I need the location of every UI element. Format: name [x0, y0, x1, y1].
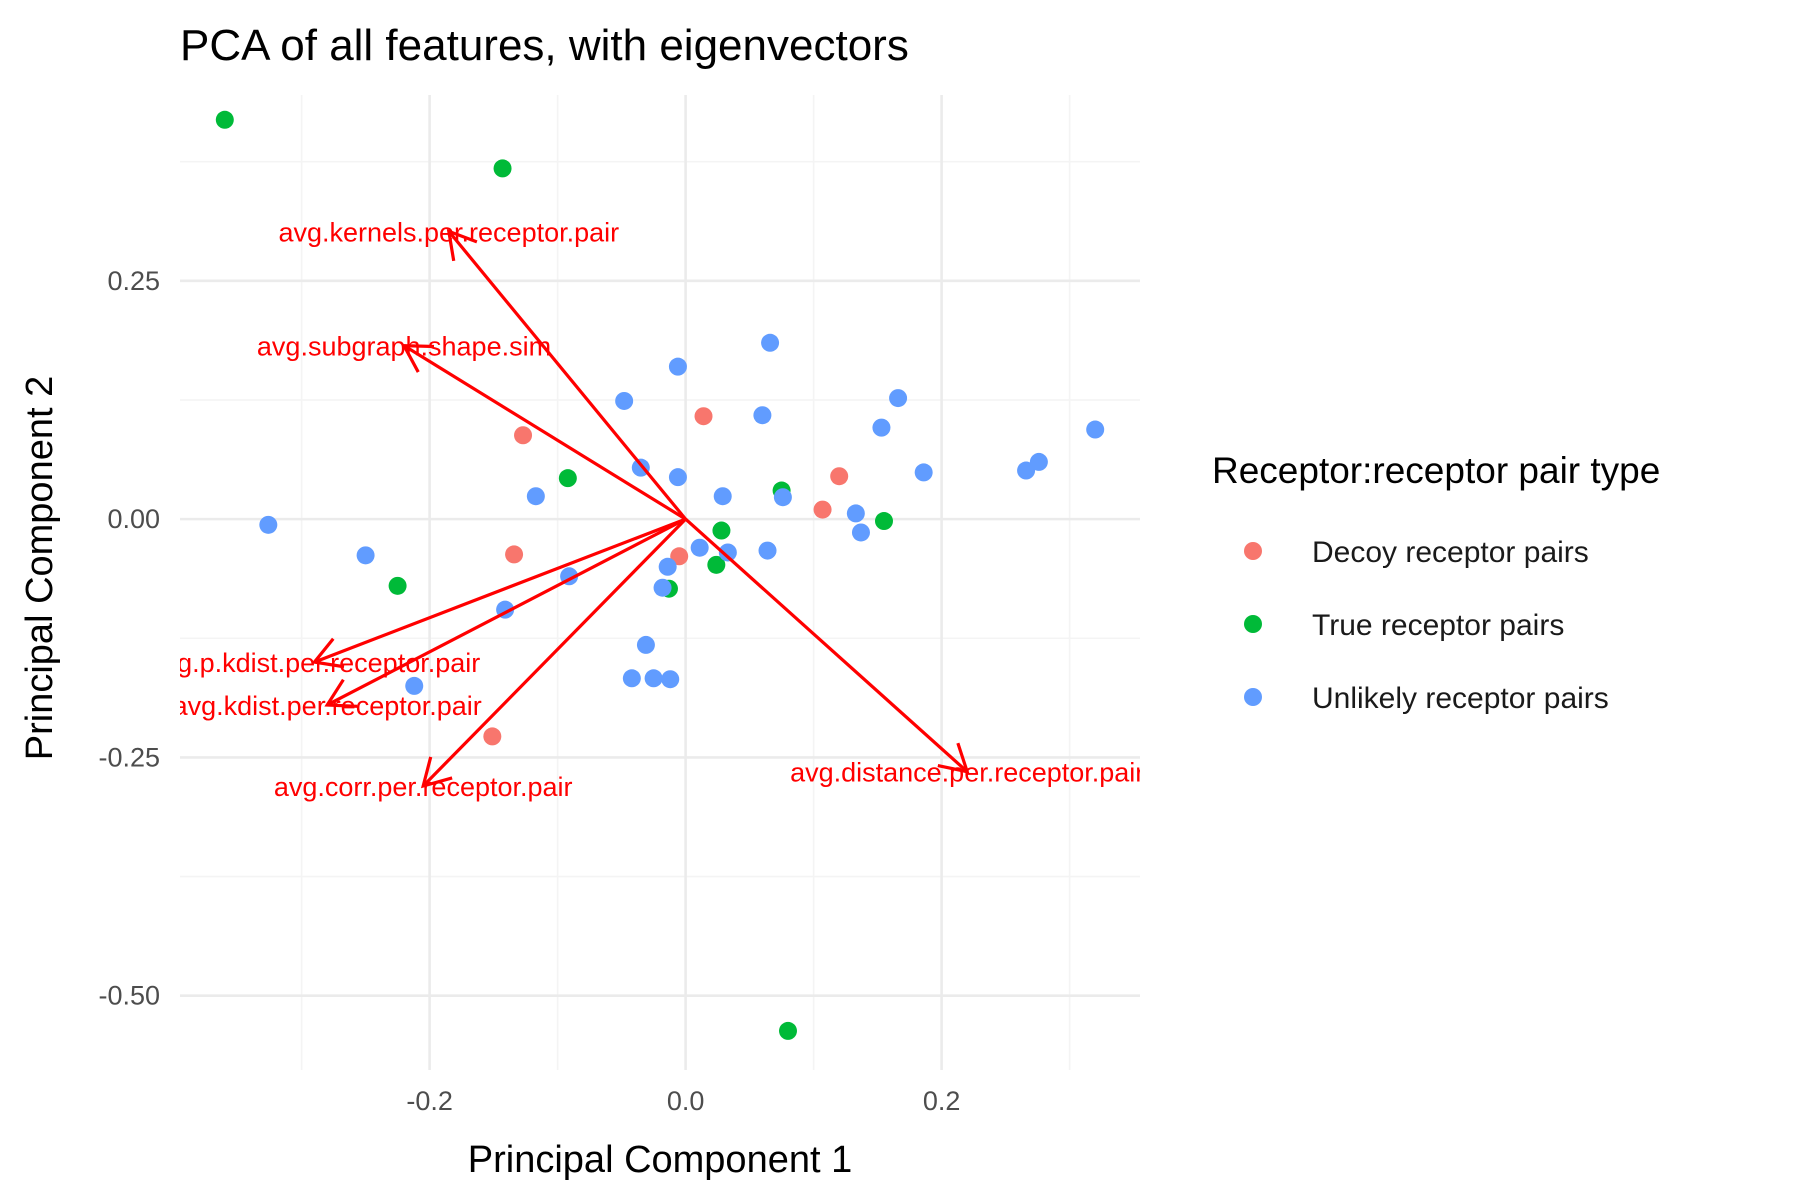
scatter-point: [493, 159, 512, 178]
eigenvector-arrowhead: [937, 742, 970, 774]
scatter-point: [813, 500, 832, 519]
eigenvector-label: avg.corr.per.receptor.pair: [274, 772, 573, 802]
scatter-point: [872, 418, 891, 437]
y-axis-title: Principal Component 2: [19, 376, 61, 760]
y-tick-label: 0.00: [107, 504, 160, 534]
scatter-point: [846, 504, 865, 523]
eigenvector-line: [684, 517, 969, 773]
eigenvector-line: [403, 344, 687, 521]
legend-label: True receptor pairs: [1312, 609, 1564, 642]
eigenvector-label: avg.subgraph.shape.sim: [257, 332, 551, 362]
plot-grid: [180, 95, 1140, 1070]
scatter-point: [1086, 420, 1105, 439]
legend-key: [1244, 542, 1262, 560]
eigenvector-line: [313, 517, 687, 664]
scatter-point: [713, 487, 732, 506]
scatter-point: [914, 463, 933, 482]
scatter-point: [753, 406, 772, 425]
chart-title: PCA of all features, with eigenvectors: [180, 21, 909, 70]
scatter-point: [758, 541, 777, 560]
scatter-points: [215, 110, 1105, 1040]
scatter-point: [215, 110, 234, 129]
scatter-point: [259, 515, 278, 534]
scatter-point: [761, 333, 780, 352]
scatter-point: [405, 676, 424, 695]
legend-label: Decoy receptor pairs: [1312, 536, 1589, 569]
scatter-point: [505, 545, 524, 564]
scatter-point: [661, 670, 680, 689]
scatter-point: [779, 1021, 797, 1040]
scatter-point: [875, 512, 893, 531]
legend-label: Unlikely receptor pairs: [1312, 682, 1609, 715]
scatter-point: [694, 407, 713, 426]
legend-key: [1244, 688, 1262, 706]
scatter-point: [773, 488, 792, 507]
scatter-point: [636, 635, 655, 654]
scatter-point: [712, 521, 731, 540]
y-tick-label: 0.25: [107, 266, 160, 296]
eigenvector-label: avg.distance.per.receptor.pair: [790, 758, 1144, 788]
scatter-point: [668, 357, 687, 376]
eigenvector-arrowhead: [420, 756, 453, 789]
eigenvector-label: avg.kernels.per.receptor.pair: [278, 217, 619, 247]
eigenvector-arrowhead: [446, 228, 478, 262]
scatter-point: [668, 468, 687, 487]
eigenvector-line: [422, 517, 687, 788]
scatter-point: [558, 469, 577, 488]
scatter-point: [707, 555, 726, 574]
scatter-point: [830, 467, 849, 486]
y-tick-label: -0.25: [98, 742, 160, 772]
x-axis-title: Principal Component 1: [468, 1139, 852, 1181]
scatter-point: [514, 426, 533, 445]
x-tick-label: 0.0: [667, 1086, 705, 1116]
legend-title: Receptor:receptor pair type: [1212, 450, 1660, 491]
eigenvector-line: [447, 230, 687, 521]
scatter-point: [615, 391, 634, 410]
scatter-point: [718, 543, 737, 562]
legend-items: Decoy receptor pairs True receptor pairs U…: [1244, 536, 1609, 715]
eigenvector-arrows: avg.kernels.per.receptor.pair avg.subgrap…: [173, 217, 1144, 802]
scatter-point: [670, 547, 689, 566]
scatter-point: [851, 523, 870, 542]
scatter-point: [658, 557, 677, 576]
scatter-point: [889, 389, 908, 408]
x-axis-ticks: -0.2 0.0 0.2: [406, 1086, 960, 1116]
legend: Receptor:receptor pair type Decoy recept…: [1212, 450, 1660, 715]
eigenvector-label: avg.kdist.per.receptor.pair: [173, 691, 482, 721]
scatter-point: [483, 727, 502, 746]
x-tick-label: 0.2: [923, 1086, 961, 1116]
scatter-point: [1017, 461, 1036, 480]
eigenvector-arrowhead: [324, 678, 358, 708]
eigenvector-line: [326, 517, 687, 707]
scatter-point: [1029, 452, 1048, 471]
scatter-point: [356, 546, 375, 565]
legend-key: [1244, 615, 1262, 633]
scatter-point: [622, 669, 641, 688]
y-tick-label: -0.50: [98, 981, 160, 1011]
scatter-point: [644, 669, 663, 688]
scatter-point: [526, 487, 545, 506]
scatter-point: [653, 578, 672, 597]
scatter-point: [388, 576, 407, 595]
scatter-point: [690, 538, 709, 557]
eigenvector-arrowhead: [401, 343, 435, 373]
x-tick-label: -0.2: [406, 1086, 453, 1116]
eigenvector-arrowhead: [311, 637, 345, 669]
y-axis-ticks: 0.25 0.00 -0.25 -0.50: [98, 266, 160, 1011]
